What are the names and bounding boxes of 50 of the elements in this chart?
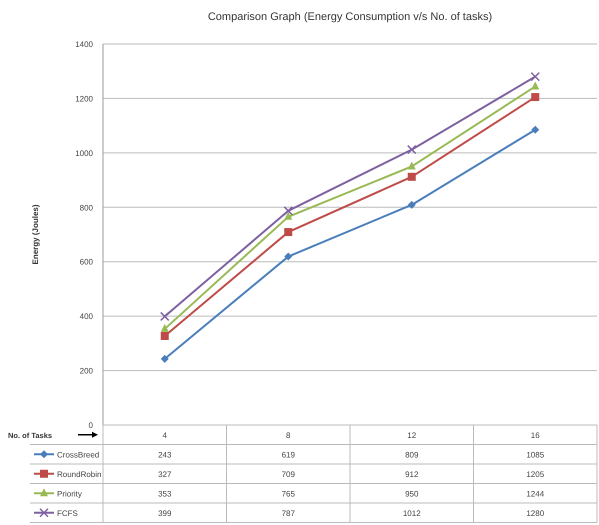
legend-label: RoundRobin [57, 470, 102, 479]
point [160, 332, 169, 340]
point [284, 206, 293, 216]
data-label: 327 [158, 470, 172, 479]
point [531, 81, 540, 90]
y-tick-label: 1400 [75, 40, 94, 49]
y-tick-label: 0 [88, 421, 94, 430]
data-label: 1012 [402, 508, 422, 518]
data-label: 619 [282, 450, 296, 460]
point [530, 72, 540, 82]
data-label: 1085 [526, 450, 545, 460]
point [160, 354, 169, 363]
point [284, 228, 292, 236]
data-label: 243 [158, 450, 172, 460]
x-tick-label: 16 [530, 430, 540, 440]
x-tick-label: 4 [162, 430, 168, 440]
data-label: 1244 [526, 489, 545, 498]
y-tick-label: 800 [80, 203, 94, 212]
point [284, 212, 292, 220]
point [160, 312, 170, 322]
y-tick-label: 200 [80, 366, 94, 376]
data-label: 787 [282, 508, 296, 518]
data-label: 1205 [526, 470, 545, 479]
legend-label: Priority [57, 489, 82, 498]
data-label: 912 [405, 470, 419, 479]
data-label: 353 [158, 489, 172, 498]
point [160, 324, 169, 332]
point [531, 126, 540, 134]
data-label: 809 [405, 450, 419, 460]
x-tick-label: 12 [407, 430, 417, 440]
data-label: 399 [158, 508, 172, 518]
data-label: 709 [282, 470, 296, 479]
point [408, 172, 416, 181]
point [284, 252, 292, 261]
data-label: 1280 [526, 508, 545, 518]
data-label: 950 [405, 489, 419, 498]
y-tick-label: 600 [80, 258, 94, 267]
x-tick-label: 8 [286, 430, 292, 440]
y-tick-label: 1000 [75, 148, 94, 158]
point [408, 200, 416, 209]
y-tick-label: 400 [80, 312, 94, 322]
y-tick-label: 1200 [75, 94, 94, 104]
legend-label: CrossBreed [57, 450, 100, 460]
y-axis-title: Energy (Joules) [31, 204, 40, 265]
point [407, 144, 416, 154]
point [408, 161, 416, 170]
chart-title: Comparison Graph (Energy Consumption v/s No. of tasks) [208, 11, 492, 23]
point [531, 93, 540, 102]
data-label: 765 [282, 489, 296, 498]
legend-label: FCFS [57, 508, 78, 518]
